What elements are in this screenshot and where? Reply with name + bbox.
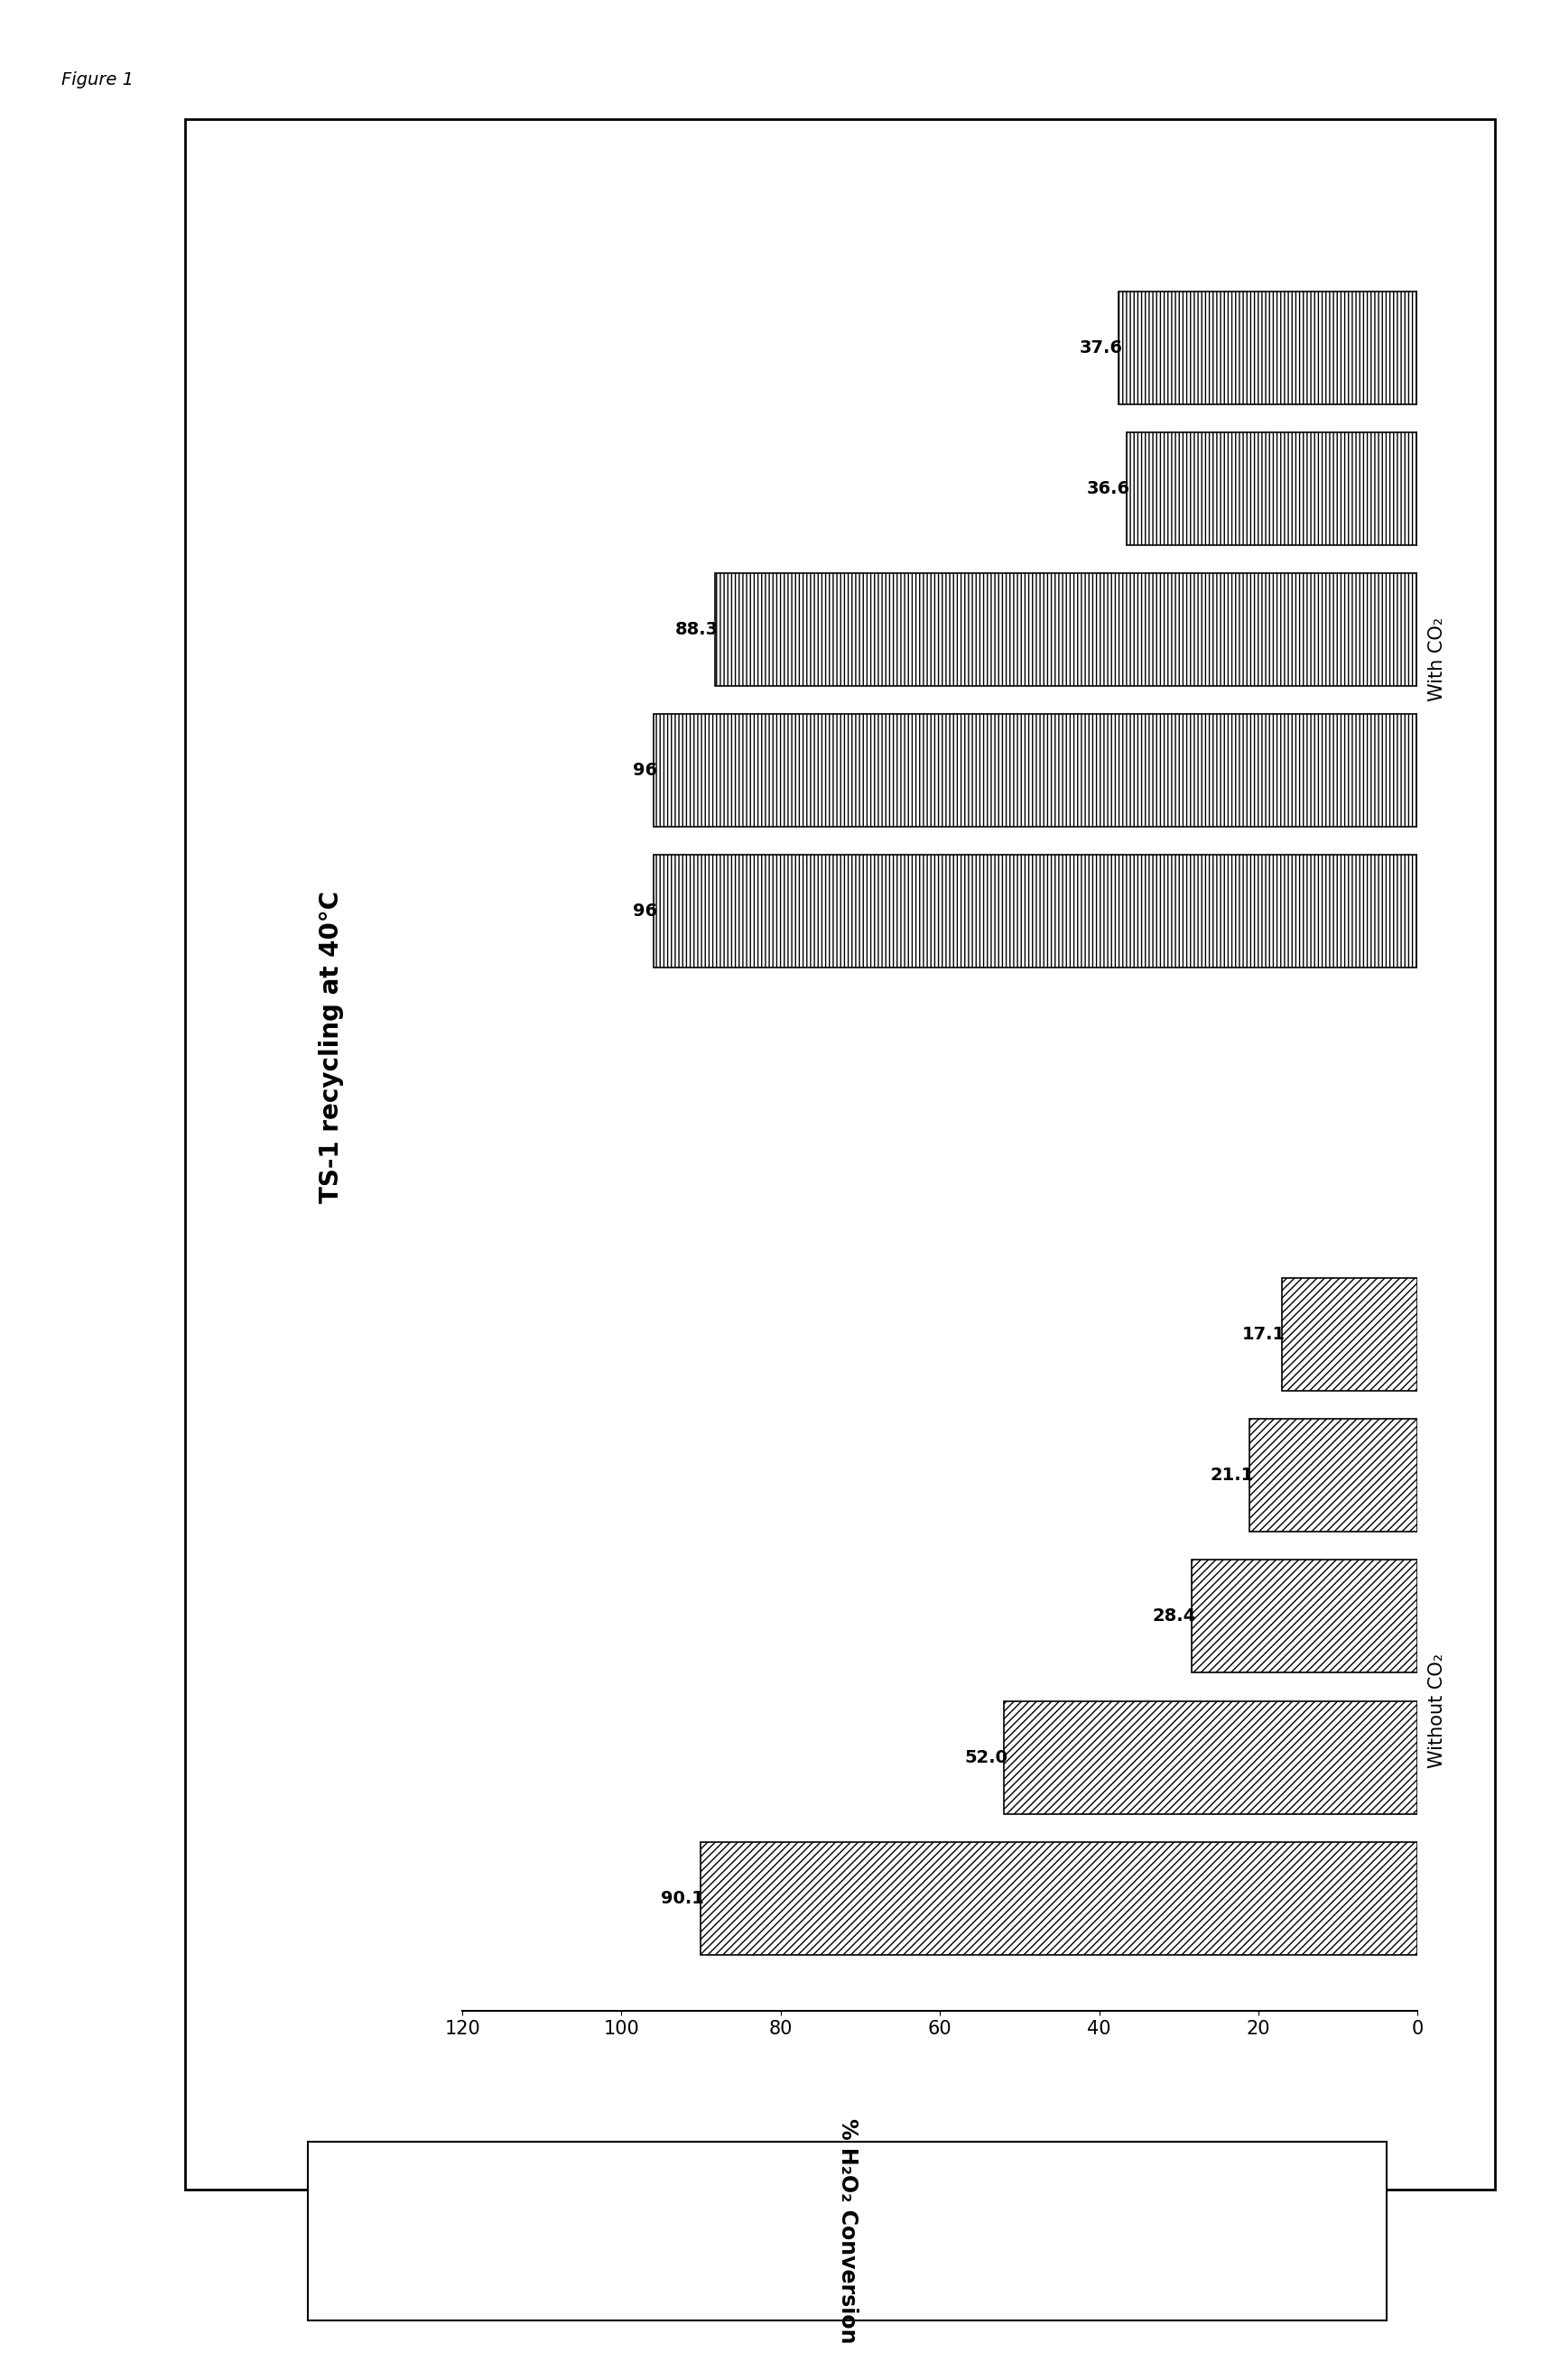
Text: % H₂O₂ Conversion: % H₂O₂ Conversion xyxy=(837,2118,858,2344)
Text: Figure 1: Figure 1 xyxy=(62,71,134,88)
Bar xyxy=(1282,1278,1418,1390)
Text: 96: 96 xyxy=(633,902,658,921)
Bar xyxy=(1003,1702,1418,1814)
Text: 17.1: 17.1 xyxy=(1242,1326,1285,1342)
Bar xyxy=(1191,1559,1418,1673)
Bar xyxy=(1126,433,1418,545)
Text: 36.6: 36.6 xyxy=(1086,481,1130,497)
Bar xyxy=(653,854,1418,969)
Bar xyxy=(1119,290,1418,405)
Bar xyxy=(1250,1418,1418,1533)
Text: 21.1: 21.1 xyxy=(1210,1466,1254,1485)
Text: 88.3: 88.3 xyxy=(675,621,718,638)
Text: 52.0: 52.0 xyxy=(965,1749,1008,1766)
Text: 28.4: 28.4 xyxy=(1153,1609,1196,1626)
Text: With CO₂: With CO₂ xyxy=(1429,616,1445,702)
Text: 90.1: 90.1 xyxy=(661,1890,704,1906)
Text: Without CO₂: Without CO₂ xyxy=(1429,1654,1445,1768)
Text: TS-1 recycling at 40°C: TS-1 recycling at 40°C xyxy=(319,890,344,1204)
Text: 96: 96 xyxy=(633,762,658,778)
Bar xyxy=(715,574,1418,685)
Bar xyxy=(700,1842,1418,1954)
Bar xyxy=(653,714,1418,826)
Text: 37.6: 37.6 xyxy=(1079,338,1122,357)
